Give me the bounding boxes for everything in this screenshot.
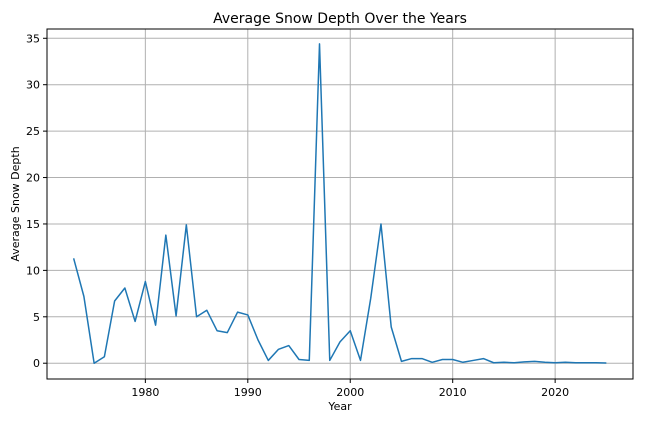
y-tick-label: 15 <box>26 218 40 231</box>
axis-ticks: 1980 1990 2000 2010 2020 0 5 10 15 20 25 30 35 <box>26 32 569 399</box>
x-tick-label: 2010 <box>439 386 467 399</box>
x-tick-label: 2020 <box>541 386 569 399</box>
y-tick-label: 35 <box>26 32 40 45</box>
y-tick-label: 30 <box>26 79 40 92</box>
y-tick-label: 20 <box>26 172 40 185</box>
y-tick-label: 10 <box>26 264 40 277</box>
plot-area-frame <box>46 28 634 380</box>
x-axis-label: Year <box>327 400 352 413</box>
snow-depth-series-line <box>72 43 607 364</box>
grid-lines <box>47 29 633 379</box>
chart-title: Average Snow Depth Over the Years <box>213 11 467 27</box>
x-tick-label: 1990 <box>234 386 262 399</box>
x-tick-label: 2000 <box>336 386 364 399</box>
y-tick-label: 25 <box>26 125 40 138</box>
x-tick-label: 1980 <box>131 386 159 399</box>
y-axis-label: Average Snow Depth <box>9 146 22 261</box>
series-layer <box>72 43 607 364</box>
y-tick-label: 0 <box>33 357 40 370</box>
y-tick-label: 5 <box>33 311 40 324</box>
